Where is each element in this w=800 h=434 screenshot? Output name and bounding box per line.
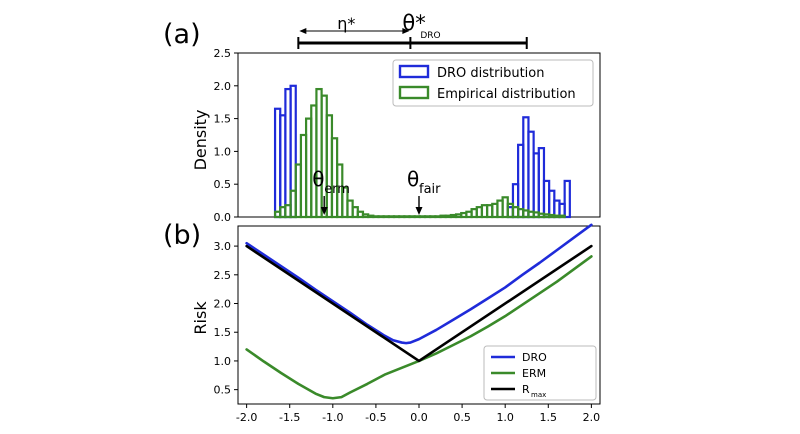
line-dro <box>245 223 593 345</box>
panel-a-y-ticks: 0.0 0.5 1.0 1.5 2.0 2.5 <box>214 47 238 224</box>
theta-fair-label: θ <box>407 167 419 191</box>
theta-dro-bracket: η* θ*DRO <box>297 11 528 49</box>
legend-b-label-2: R <box>522 383 530 396</box>
panel-a-histograms <box>273 84 571 219</box>
panel-a-legend: DRO distribution Empirical distribution <box>392 59 594 107</box>
histogram-bar-empirical-55 <box>558 214 566 219</box>
x-tick-label-8: 2.0 <box>583 411 601 424</box>
legend-a-swatch-1 <box>398 85 430 100</box>
x-tick-label-0: -2.0 <box>236 411 257 424</box>
panel-a-label: (a) <box>163 19 201 50</box>
legend-b-label-0: DRO <box>522 351 547 364</box>
x-tick-label-7: 1.5 <box>540 411 558 424</box>
theta-dro-label: θ* <box>402 11 425 35</box>
theta-erm-label: θ <box>312 167 324 191</box>
y-tick-label-b-5: 3.0 <box>214 240 232 253</box>
panel-a: (a) Density η* θ*DRO 0.0 0.5 1.0 1.5 2.0 2.5 θ… <box>163 11 601 224</box>
eta-arrow-right-head <box>402 28 410 34</box>
legend-a-swatch-0 <box>398 64 430 79</box>
y-tick-label-b-3: 2.0 <box>214 298 232 311</box>
theta-erm-arrow-head <box>320 207 328 215</box>
panel-b-ticks: -2.0 -1.5 -1.0 -0.5 0.0 0.5 1.0 1.5 2.0 0.5 1.0 1.5… <box>214 240 601 424</box>
line-erm <box>245 255 593 400</box>
y-tick-label-b-0: 0.5 <box>214 384 232 397</box>
y-tick-label-a-0: 0.0 <box>214 211 232 224</box>
histogram-bar-dro-15 <box>563 179 571 219</box>
legend-a-box <box>392 59 594 107</box>
x-tick-label-2: -1.0 <box>322 411 343 424</box>
panel-b-lines <box>245 223 593 400</box>
theta-fair-arrow-head <box>415 207 423 215</box>
theta-fair-subscript: fair <box>419 182 441 197</box>
panel-b-legend: DRO ERM R max <box>483 345 597 401</box>
legend-b-box <box>483 345 597 401</box>
y-tick-label-a-2: 1.0 <box>214 145 232 158</box>
panel-a-annotations: θ erm θ fair <box>312 167 441 215</box>
x-tick-label-6: 1.0 <box>496 411 514 424</box>
panel-a-y-axis-label: Density <box>191 110 210 171</box>
legend-b-subscript-2: max <box>531 391 546 399</box>
eta-arrow-left-head <box>299 28 307 34</box>
y-tick-label-b-2: 1.5 <box>214 326 232 339</box>
y-tick-label-a-5: 2.5 <box>214 47 232 60</box>
x-tick-label-4: 0.0 <box>410 411 428 424</box>
y-tick-label-b-4: 2.5 <box>214 269 232 282</box>
x-tick-label-5: 0.5 <box>453 411 471 424</box>
panel-b: (b) Risk -2.0 -1.5 -1.0 -0.5 0.0 0.5 1.0 1.5 2.0… <box>163 220 601 424</box>
legend-a-label-1: Empirical distribution <box>437 87 576 102</box>
legend-b-label-1: ERM <box>522 367 546 380</box>
x-tick-label-1: -1.5 <box>279 411 300 424</box>
line-r-max <box>245 244 593 363</box>
x-tick-label-3: -0.5 <box>365 411 386 424</box>
y-tick-label-a-1: 0.5 <box>214 178 232 191</box>
panel-b-y-axis-label: Risk <box>191 301 210 335</box>
y-tick-label-a-3: 1.5 <box>214 113 232 126</box>
eta-label: η* <box>337 14 355 33</box>
theta-erm-subscript: erm <box>324 182 350 197</box>
panel-b-label: (b) <box>163 220 201 251</box>
theta-dro-subscript: DRO <box>420 31 440 41</box>
y-tick-label-b-1: 1.0 <box>214 355 232 368</box>
legend-a-label-0: DRO distribution <box>437 66 545 81</box>
y-tick-label-a-4: 2.0 <box>214 80 232 93</box>
